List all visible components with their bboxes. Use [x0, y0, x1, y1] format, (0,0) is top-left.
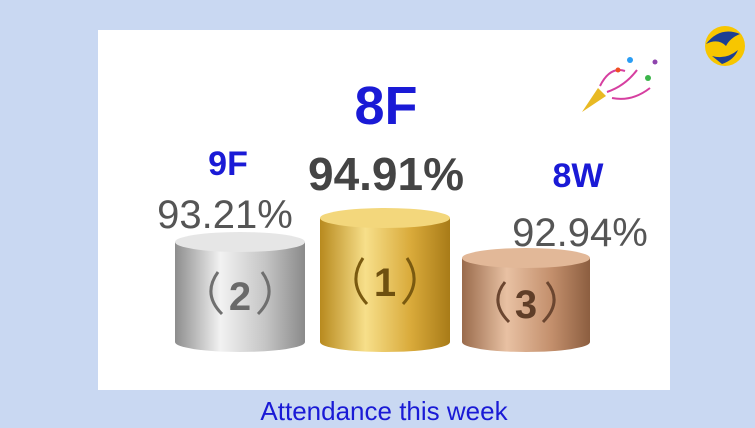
rank-number: 1	[374, 261, 396, 305]
attendance: 94.91%	[308, 148, 464, 200]
class-name: 8W	[553, 157, 605, 195]
attendance: 93.21%	[157, 193, 293, 237]
rank-number: 2	[229, 275, 251, 319]
page: 2 1 3 9F 93.21% 8F 94.91% 8W 92.94% Atte…	[0, 0, 755, 428]
class-name: 8F	[354, 76, 417, 136]
caption: Attendance this week	[260, 396, 508, 426]
attendance: 92.94%	[512, 211, 648, 255]
class-name: 9F	[208, 145, 248, 183]
logo	[705, 26, 745, 66]
slide: 2 1 3 9F 93.21% 8F 94.91% 8W 92.94% Atte…	[0, 0, 755, 428]
rank-number: 3	[515, 283, 537, 327]
